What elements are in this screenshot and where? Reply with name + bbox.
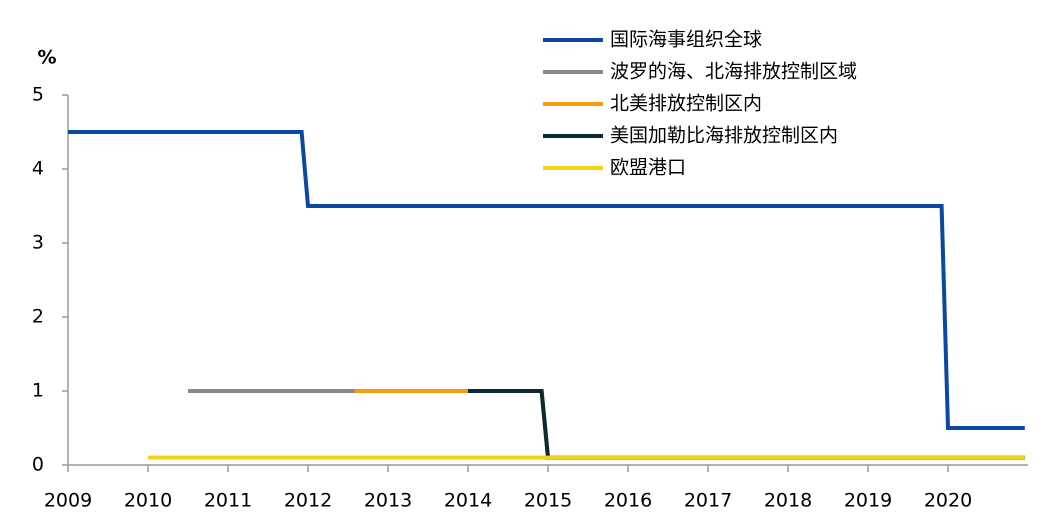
series-line <box>468 389 1025 460</box>
y-tick-label: 5 <box>32 84 44 106</box>
legend-label: 波罗的海、北海排放控制区域 <box>610 61 857 83</box>
legend-label: 北美排放控制区内 <box>610 93 762 115</box>
x-tick-label: 2014 <box>444 490 492 512</box>
x-tick-label: 2009 <box>44 490 92 512</box>
x-tick-label: 2017 <box>684 490 732 512</box>
series-line <box>188 389 1025 460</box>
x-tick-label: 2013 <box>364 490 412 512</box>
legend-label: 国际海事组织全球 <box>610 29 762 51</box>
y-tick-label: 0 <box>32 454 44 476</box>
series-line <box>68 130 1025 430</box>
x-tick-label: 2020 <box>924 490 972 512</box>
y-axis-label: % <box>37 47 56 69</box>
legend-label: 美国加勒比海排放控制区内 <box>610 125 838 147</box>
x-tick-label: 2019 <box>844 490 892 512</box>
y-tick-label: 2 <box>32 306 44 328</box>
x-tick-label: 2018 <box>764 490 812 512</box>
legend-label: 欧盟港口 <box>610 157 686 179</box>
x-tick-label: 2010 <box>124 490 172 512</box>
x-tick-label: 2015 <box>524 490 572 512</box>
x-tick-label: 2012 <box>284 490 332 512</box>
y-tick-label: 4 <box>32 158 44 180</box>
x-tick-label: 2016 <box>604 490 652 512</box>
x-tick-label: 2011 <box>204 490 252 512</box>
series-line <box>354 389 1025 460</box>
y-tick-label: 1 <box>32 380 44 402</box>
y-tick-label: 3 <box>32 232 44 254</box>
